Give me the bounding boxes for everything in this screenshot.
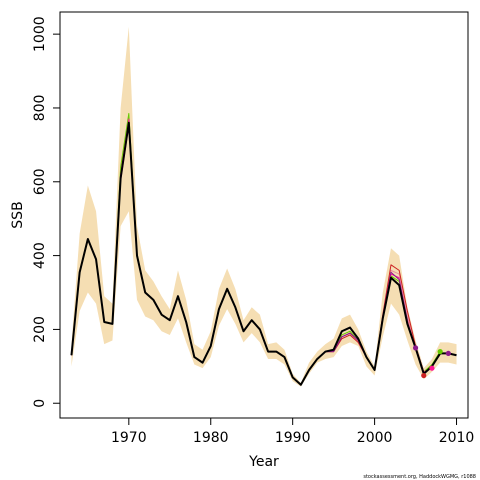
axis-layer: 1970 1980 1990 2000 2010 0 200 400 600 800 1000 <box>32 16 474 446</box>
y-tick-label-5: 1000 <box>32 16 48 52</box>
x-tick-label-4: 2010 <box>439 430 475 446</box>
series-layer <box>70 113 457 386</box>
y-tick-label-4: 800 <box>32 95 48 122</box>
x-tick-label-3: 2000 <box>357 430 393 446</box>
y-tick-label-1: 200 <box>32 316 48 343</box>
y-tick-label-0: 0 <box>32 399 48 408</box>
endpoint-marker-4 <box>445 350 451 357</box>
y-axis-title: SSB <box>10 201 26 228</box>
endpoint-marker-3 <box>437 348 443 355</box>
endpoint-marker-0 <box>412 345 419 351</box>
endpoint-marker-1 <box>421 372 427 379</box>
x-tick-label-2: 1990 <box>275 430 311 446</box>
credit-text: stockassessment.org, HaddockWGMG, r1088 <box>363 474 476 480</box>
y-tick-label-3: 600 <box>32 168 48 195</box>
endpoint-layer <box>412 345 451 379</box>
x-axis-title: Year <box>248 454 279 470</box>
endpoint-marker-2 <box>429 365 435 371</box>
x-tick-label-0: 1970 <box>111 430 147 446</box>
plot-frame <box>59 11 469 419</box>
confidence-band-layer <box>71 26 457 387</box>
y-tick-label-2: 400 <box>32 242 48 269</box>
x-tick-label-1: 1980 <box>193 430 229 446</box>
confidence-band <box>71 26 457 387</box>
series-line-0 <box>70 121 457 386</box>
